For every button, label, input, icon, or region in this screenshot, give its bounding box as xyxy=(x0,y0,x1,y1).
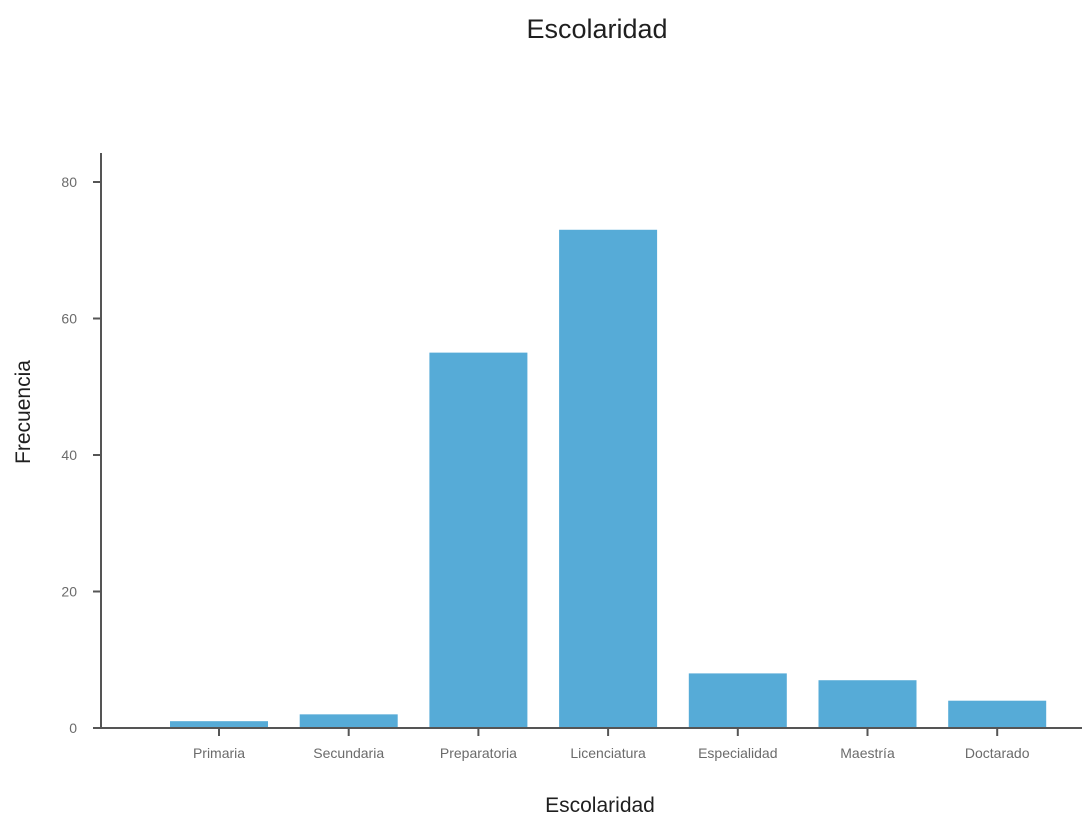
y-tick-label: 60 xyxy=(61,311,77,327)
bar xyxy=(559,229,658,728)
x-tick-label: Primaria xyxy=(193,745,245,761)
y-tick-label: 40 xyxy=(61,447,77,463)
y-axis-ticks: 0 20 40 60 80 xyxy=(61,174,101,736)
bar xyxy=(299,714,398,728)
y-tick-label: 0 xyxy=(69,720,77,736)
bar xyxy=(688,673,787,728)
chart-title: Escolaridad xyxy=(526,14,667,44)
x-tick-label: Preparatoria xyxy=(440,745,517,761)
x-tick-label: Secundaria xyxy=(313,745,384,761)
x-tick-label: Licenciatura xyxy=(570,745,646,761)
y-tick-label: 20 xyxy=(61,584,77,600)
y-tick-label: 80 xyxy=(61,174,77,190)
x-axis-ticks: Primaria Secundaria Preparatoria Licenciatu… xyxy=(193,728,1030,761)
x-tick-label: Doctarado xyxy=(965,745,1030,761)
x-axis-label: Escolaridad xyxy=(545,794,655,815)
bar xyxy=(429,352,528,728)
bar xyxy=(170,721,268,728)
bar xyxy=(818,680,917,728)
x-tick-label: Maestría xyxy=(840,745,895,761)
x-tick-label: Especialidad xyxy=(698,745,777,761)
y-axis-label: Frecuencia xyxy=(12,360,35,464)
bars xyxy=(170,229,1047,728)
bar xyxy=(948,700,1047,728)
